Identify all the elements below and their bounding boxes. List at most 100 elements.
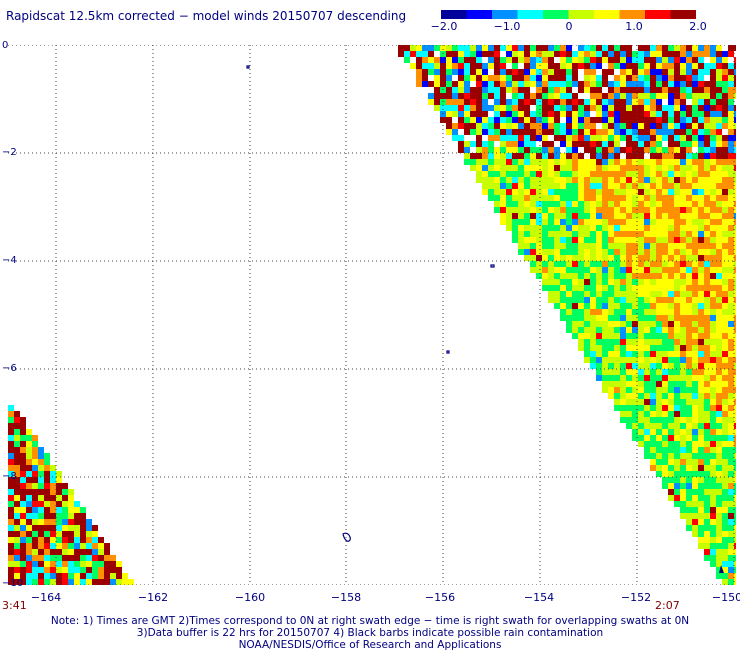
wind-cell <box>644 159 650 165</box>
wind-cell <box>554 171 560 177</box>
wind-cell <box>554 63 560 69</box>
wind-cell <box>614 99 620 105</box>
wind-cell <box>548 99 554 105</box>
wind-cell <box>560 105 566 111</box>
wind-cell <box>494 201 500 207</box>
wind-cell <box>614 267 620 273</box>
wind-cell <box>716 249 722 255</box>
wind-cell <box>26 453 32 459</box>
wind-cell <box>710 297 716 303</box>
wind-cell <box>734 291 736 297</box>
wind-cell <box>626 183 632 189</box>
wind-cell <box>710 345 716 351</box>
wind-cell <box>50 501 56 507</box>
wind-cell <box>590 225 596 231</box>
wind-cell <box>680 417 686 423</box>
wind-cell <box>620 399 626 405</box>
wind-cell <box>650 423 656 429</box>
wind-cell <box>584 117 590 123</box>
wind-cell <box>482 51 488 57</box>
wind-cell <box>626 171 632 177</box>
wind-cell <box>680 339 686 345</box>
wind-cell <box>506 195 512 201</box>
wind-cell <box>86 579 92 585</box>
wind-cell <box>680 315 686 321</box>
wind-cell <box>524 237 530 243</box>
wind-cell <box>626 243 632 249</box>
wind-cell <box>710 81 716 87</box>
wind-cell <box>638 297 644 303</box>
wind-cell <box>476 171 482 177</box>
wind-cell <box>698 117 704 123</box>
wind-cell <box>734 117 736 123</box>
wind-cell <box>632 423 638 429</box>
wind-cell <box>572 183 578 189</box>
wind-cell <box>692 249 698 255</box>
wind-cell <box>644 189 650 195</box>
wind-cell <box>656 405 662 411</box>
wind-cell <box>14 453 20 459</box>
wind-cell <box>482 141 488 147</box>
wind-cell <box>716 327 722 333</box>
wind-cell <box>728 249 734 255</box>
wind-cell <box>662 153 668 159</box>
wind-cell <box>722 471 728 477</box>
wind-cell <box>500 45 506 51</box>
wind-cell <box>20 459 26 465</box>
wind-cell <box>542 207 548 213</box>
wind-cell <box>572 177 578 183</box>
wind-cell <box>626 411 632 417</box>
wind-cell <box>668 189 674 195</box>
wind-cell <box>710 549 716 555</box>
wind-cell <box>470 111 476 117</box>
wind-cell <box>68 567 74 573</box>
wind-cell <box>500 171 506 177</box>
wind-cell <box>434 81 440 87</box>
wind-cell <box>608 357 614 363</box>
wind-cell <box>722 141 728 147</box>
wind-cell <box>668 111 674 117</box>
wind-cell <box>734 267 736 273</box>
wind-cell <box>530 135 536 141</box>
wind-cell <box>56 471 62 477</box>
wind-cell <box>686 237 692 243</box>
wind-cell <box>704 69 710 75</box>
wind-cell <box>716 447 722 453</box>
wind-cell <box>656 399 662 405</box>
wind-cell <box>710 159 716 165</box>
wind-cell <box>734 561 736 567</box>
wind-cell <box>692 321 698 327</box>
wind-cell <box>566 255 572 261</box>
wind-cell <box>716 405 722 411</box>
wind-cell <box>62 483 68 489</box>
wind-cell <box>644 321 650 327</box>
wind-cell <box>620 111 626 117</box>
wind-cell <box>560 81 566 87</box>
wind-cell <box>710 357 716 363</box>
wind-cell <box>722 441 728 447</box>
wind-cell <box>626 351 632 357</box>
wind-cell <box>8 459 14 465</box>
wind-cell <box>14 507 20 513</box>
wind-cell <box>620 105 626 111</box>
wind-cell <box>578 189 584 195</box>
wind-cell <box>686 459 692 465</box>
wind-cell <box>542 213 548 219</box>
wind-cell <box>614 51 620 57</box>
wind-cell <box>638 285 644 291</box>
wind-cell <box>650 159 656 165</box>
wind-cell <box>650 405 656 411</box>
wind-cell <box>518 45 524 51</box>
wind-cell <box>680 75 686 81</box>
wind-cell <box>728 315 734 321</box>
wind-cell <box>716 555 722 561</box>
wind-cell <box>716 459 722 465</box>
wind-cell <box>620 255 626 261</box>
wind-cell <box>566 75 572 81</box>
wind-cell <box>476 63 482 69</box>
wind-cell <box>620 261 626 267</box>
wind-cell <box>422 57 428 63</box>
wind-cell <box>50 465 56 471</box>
wind-cell <box>680 375 686 381</box>
wind-cell <box>710 279 716 285</box>
